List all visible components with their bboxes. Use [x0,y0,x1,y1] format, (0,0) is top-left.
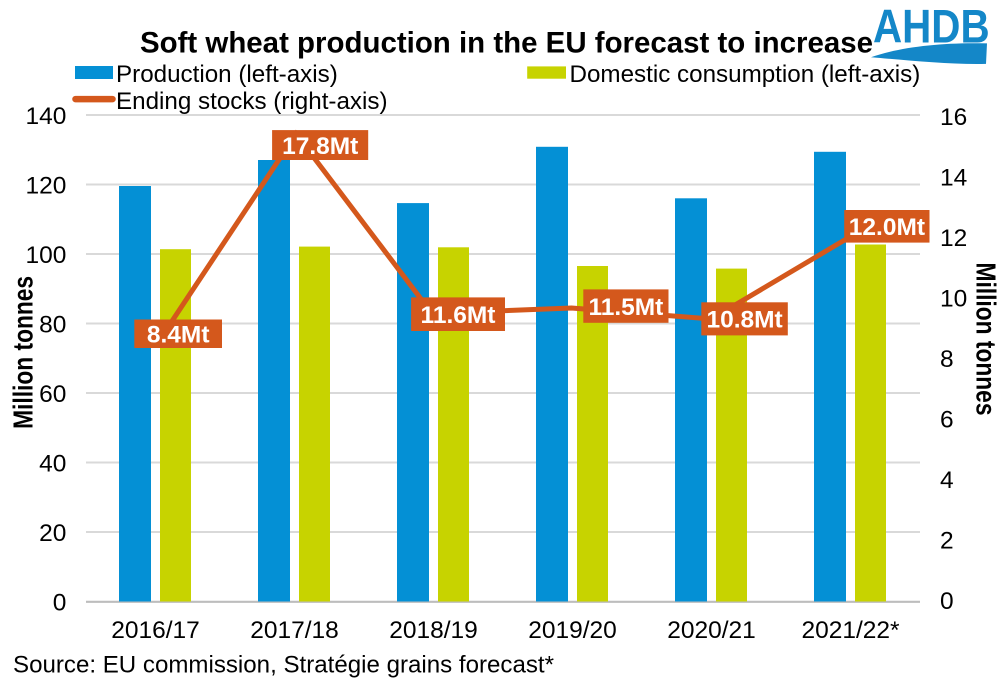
svg-text:2017/18: 2017/18 [250,617,339,644]
svg-text:2018/19: 2018/19 [389,617,478,644]
svg-text:Million tonnes: Million tonnes [971,263,997,416]
svg-text:8.4Mt: 8.4Mt [147,322,210,349]
svg-text:20: 20 [39,520,66,547]
svg-text:100: 100 [26,242,67,269]
svg-text:12: 12 [940,225,967,252]
svg-text:80: 80 [39,312,66,339]
svg-text:Domestic consumption (left-axi: Domestic consumption (left-axis) [570,61,921,88]
svg-text:Source: EU commission, Stratég: Source: EU commission, Stratégie grains … [13,651,554,678]
svg-text:14: 14 [940,165,967,192]
svg-text:10.8Mt: 10.8Mt [706,307,782,334]
svg-text:2019/20: 2019/20 [528,617,617,644]
svg-text:2021/22*: 2021/22* [801,617,900,644]
svg-text:16: 16 [940,104,967,131]
svg-text:0: 0 [940,588,954,615]
svg-text:11.5Mt: 11.5Mt [588,294,663,321]
svg-text:10: 10 [940,286,967,313]
svg-text:2: 2 [940,528,954,555]
svg-text:12.0Mt: 12.0Mt [849,214,925,241]
svg-text:40: 40 [39,451,66,478]
svg-text:17.8Mt: 17.8Mt [282,133,358,160]
svg-text:140: 140 [26,103,67,130]
svg-text:6: 6 [940,407,954,434]
svg-text:4: 4 [940,467,954,494]
svg-text:60: 60 [39,381,66,408]
svg-text:Soft wheat production in the E: Soft wheat production in the EU forecast… [140,26,873,59]
svg-text:8: 8 [940,346,954,373]
svg-text:2016/17: 2016/17 [111,617,200,644]
svg-text:2020/21: 2020/21 [667,617,756,644]
svg-text:120: 120 [26,173,67,200]
svg-text:11.6Mt: 11.6Mt [421,302,496,329]
svg-text:Ending stocks (right-axis): Ending stocks (right-axis) [116,88,388,115]
svg-text:Production (left-axis): Production (left-axis) [116,61,338,88]
svg-text:0: 0 [53,590,67,617]
svg-text:Million tonnes: Million tonnes [8,276,39,429]
